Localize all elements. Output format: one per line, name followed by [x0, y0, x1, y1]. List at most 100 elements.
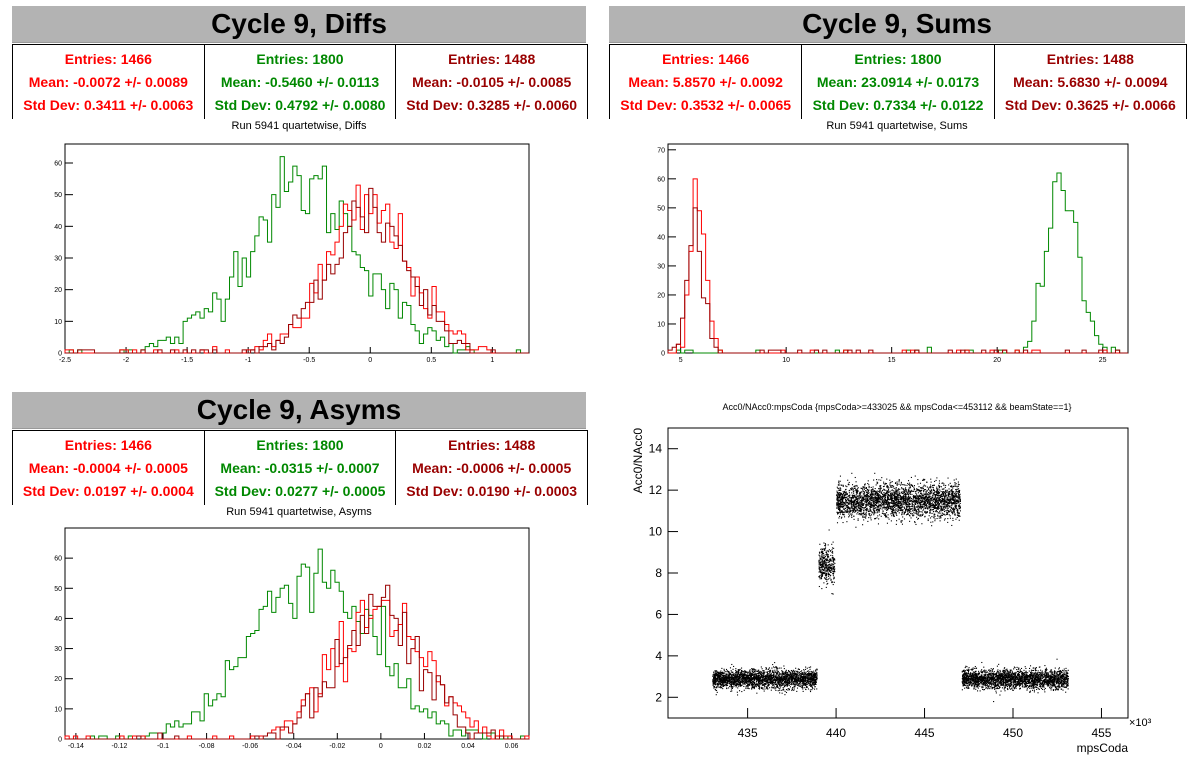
stat-entries: Entries: 1488	[1046, 50, 1134, 67]
sums-stats-box: Entries: 1466 Mean: 5.8570 +/- 0.0092 St…	[609, 44, 1187, 119]
scatter-ylabel: Acc0/NAcc0	[631, 428, 645, 494]
diffs-series-2	[65, 187, 529, 354]
stat-mean: Mean: 5.8570 +/- 0.0092	[628, 73, 783, 90]
stat-std: Std Dev: 0.3625 +/- 0.0066	[1004, 97, 1176, 114]
diffs-ytick-label: 10	[54, 319, 62, 326]
stat-mean: Mean: -0.5460 +/- 0.0113	[220, 73, 380, 90]
sums-xtick-label: 20	[993, 357, 1001, 364]
asyms-title: Cycle 9, Asyms	[12, 392, 586, 429]
stat-entries: Entries: 1800	[256, 436, 344, 453]
asyms-ytick-label: 30	[54, 646, 62, 653]
stat-entries: Entries: 1800	[256, 50, 344, 67]
asyms-series-2	[65, 584, 529, 740]
stat-mean: Mean: -0.0105 +/- 0.0085	[412, 73, 572, 90]
asyms-ytick-label: 50	[54, 586, 62, 593]
sums-ytick-label: 30	[657, 263, 665, 270]
diffs-ytick-label: 0	[58, 351, 62, 358]
asyms-subtitle: Run 5941 quartetwise, Asyms	[226, 506, 372, 518]
sums-ytick-label: 40	[657, 234, 665, 241]
sums-xtick-label: 10	[782, 357, 790, 364]
sums-xtick-label: 25	[1099, 357, 1107, 364]
stat-mean: Mean: -0.0072 +/- 0.0089	[28, 73, 188, 90]
asyms-xtick-label: -0.12	[111, 743, 127, 750]
sums-ytick-label: 20	[657, 292, 665, 299]
stat-entries: Entries: 1466	[64, 436, 152, 453]
sums-xtick-label: 15	[888, 357, 896, 364]
asyms-xtick-label: -0.14	[68, 743, 84, 750]
sums-ytick-label: 50	[657, 205, 665, 212]
diffs-subtitle: Run 5941 quartetwise, Diffs	[231, 120, 367, 132]
sums-title: Cycle 9, Sums	[609, 6, 1185, 43]
diffs-ytick-label: 40	[54, 224, 62, 231]
stat-entries: Entries: 1466	[662, 50, 750, 67]
scatter-exponent-label: ×10³	[1129, 717, 1152, 729]
asyms-xtick-label: -0.02	[329, 743, 345, 750]
diffs-ytick-label: 20	[54, 287, 62, 294]
sums-ytick-label: 0	[661, 351, 665, 358]
scatter-ytick-label: 10	[649, 525, 663, 539]
scatter-ytick-label: 14	[649, 442, 663, 456]
diffs-stats-box: Entries: 1466 Mean: -0.0072 +/- 0.0089 S…	[12, 44, 588, 119]
sums-subtitle: Run 5941 quartetwise, Sums	[826, 120, 968, 132]
asyms-stat-red: Entries: 1466 Mean: -0.0004 +/- 0.0005 S…	[13, 431, 205, 505]
asyms-stat-green: Entries: 1800 Mean: -0.0315 +/- 0.0007 S…	[205, 431, 397, 505]
sums-stat-green: Entries: 1800 Mean: 23.0914 +/- 0.0173 S…	[802, 45, 995, 119]
sums-xtick-label: 5	[679, 357, 683, 364]
diffs-stat-darkred: Entries: 1488 Mean: -0.0105 +/- 0.0085 S…	[396, 45, 587, 119]
stat-mean: Mean: -0.0006 +/- 0.0005	[412, 459, 572, 476]
diffs-xtick-label: -0.5	[303, 357, 315, 364]
stat-mean: Mean: -0.0004 +/- 0.0005	[28, 459, 188, 476]
scatter-ytick-label: 8	[655, 566, 662, 580]
diffs-frame	[64, 143, 530, 354]
diffs-stat-green: Entries: 1800 Mean: -0.5460 +/- 0.0113 S…	[205, 45, 397, 119]
diffs-title: Cycle 9, Diffs	[12, 6, 586, 43]
stat-std: Std Dev: 0.3532 +/- 0.0065	[620, 97, 792, 114]
scatter-cluster-3	[961, 658, 1069, 703]
sums-ytick-label: 10	[657, 321, 665, 328]
diffs-ytick-label: 50	[54, 192, 62, 199]
asyms-stat-darkred: Entries: 1488 Mean: -0.0006 +/- 0.0005 S…	[396, 431, 587, 505]
scatter-ytick-label: 2	[655, 690, 662, 704]
asyms-xtick-label: -0.04	[286, 743, 302, 750]
sums-frame	[667, 143, 1129, 354]
scatter-cluster-0	[712, 662, 818, 696]
stat-entries: Entries: 1488	[448, 436, 536, 453]
stat-entries: Entries: 1466	[64, 50, 152, 67]
scatter-xtick-label: 435	[738, 726, 758, 740]
asyms-xtick-label: -0.06	[242, 743, 258, 750]
stat-std: Std Dev: 0.0190 +/- 0.0003	[406, 483, 578, 500]
sums-ytick-label: 60	[657, 176, 665, 183]
scatter-xtick-label: 440	[826, 726, 846, 740]
sums-series-0	[668, 172, 1128, 354]
asyms-ytick-label: 20	[54, 676, 62, 683]
stat-std: Std Dev: 0.0197 +/- 0.0004	[22, 483, 194, 500]
diffs-series-0	[65, 156, 529, 354]
stat-mean: Mean: -0.0315 +/- 0.0007	[220, 459, 380, 476]
asyms-frame	[64, 527, 530, 740]
asyms-ytick-label: 10	[54, 706, 62, 713]
diffs-xtick-label: -1	[245, 357, 251, 364]
stat-std: Std Dev: 0.0277 +/- 0.0005	[214, 483, 386, 500]
stat-entries: Entries: 1488	[448, 50, 536, 67]
diffs-stat-red: Entries: 1466 Mean: -0.0072 +/- 0.0089 S…	[13, 45, 205, 119]
diffs-xtick-label: 0	[368, 357, 372, 364]
stat-entries: Entries: 1800	[854, 50, 942, 67]
asyms-xtick-label: 0.06	[505, 743, 519, 750]
scatter-ytick-label: 12	[649, 483, 663, 497]
diffs-ytick-label: 30	[54, 256, 62, 263]
sums-series-2	[667, 207, 1128, 354]
sums-stat-red: Entries: 1466 Mean: 5.8570 +/- 0.0092 St…	[610, 45, 803, 119]
asyms-stats-box: Entries: 1466 Mean: -0.0004 +/- 0.0005 S…	[12, 430, 588, 505]
stat-std: Std Dev: 0.4792 +/- 0.0080	[214, 97, 386, 114]
sums-ytick-label: 70	[657, 147, 665, 154]
asyms-xtick-label: -0.1	[157, 743, 169, 750]
stat-std: Std Dev: 0.7334 +/- 0.0122	[812, 97, 984, 114]
asyms-series-0	[65, 548, 530, 740]
scatter-xtick-label: 450	[1003, 726, 1023, 740]
scatter-cluster-2	[836, 472, 961, 528]
sums-series-1	[668, 178, 1128, 354]
stat-mean: Mean: 5.6830 +/- 0.0094	[1013, 73, 1168, 90]
scatter-ytick-label: 6	[655, 607, 662, 621]
scatter-xlabel: mpsCoda	[1077, 741, 1129, 755]
